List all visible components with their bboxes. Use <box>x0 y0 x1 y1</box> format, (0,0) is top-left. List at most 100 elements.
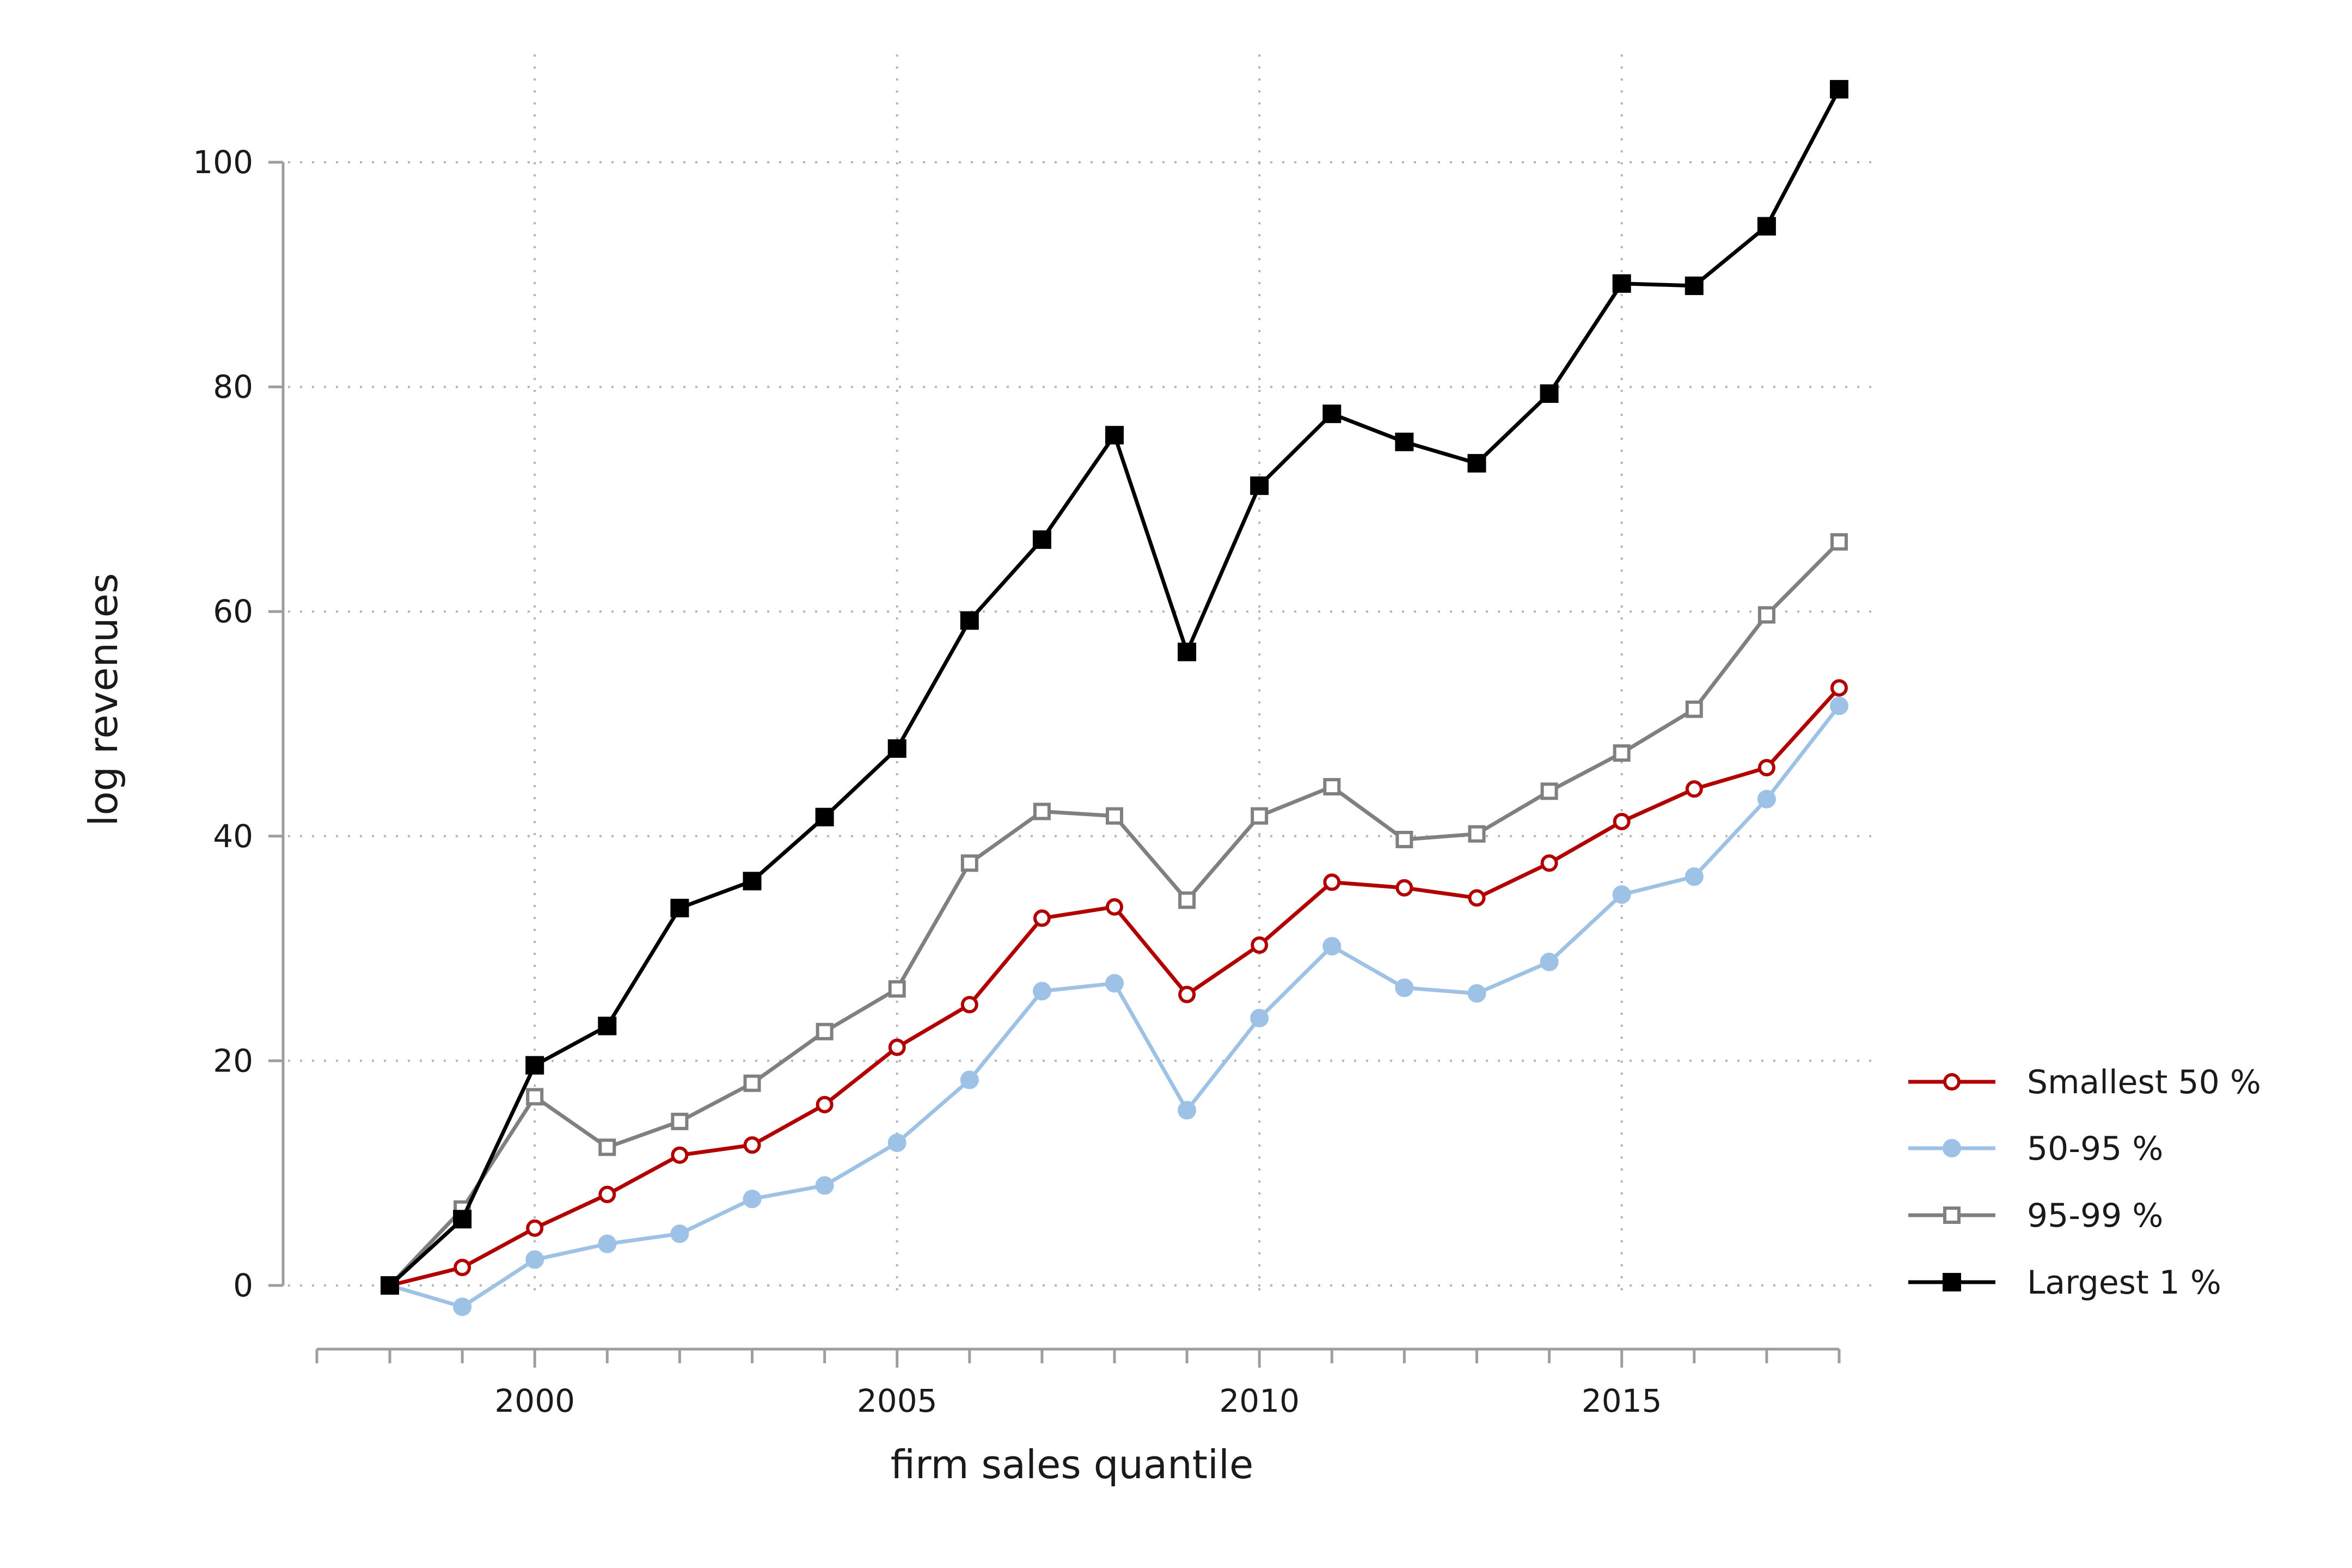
data-point <box>743 1190 762 1209</box>
data-point <box>1540 384 1559 403</box>
y-tick-label: 20 <box>213 1042 253 1079</box>
data-point <box>960 1070 979 1089</box>
data-point <box>1250 476 1269 495</box>
y-tick-label: 0 <box>233 1267 253 1304</box>
data-point <box>1106 807 1123 825</box>
data-point <box>816 1022 834 1040</box>
data-point <box>454 1258 471 1276</box>
data-point <box>1612 274 1631 293</box>
x-tick-label: 2010 <box>1219 1382 1300 1419</box>
data-point <box>1105 426 1124 445</box>
data-point <box>1323 873 1341 891</box>
data-point <box>960 611 979 630</box>
data-point <box>1395 432 1414 451</box>
legend-item: Smallest 50 % <box>1908 1063 2261 1101</box>
data-point <box>1178 1101 1197 1120</box>
data-point <box>1251 807 1269 825</box>
y-tick-label: 100 <box>193 144 253 181</box>
data-point <box>453 1297 472 1316</box>
data-point <box>1468 889 1486 907</box>
data-point <box>1322 936 1342 955</box>
data-point <box>887 1133 906 1152</box>
data-point <box>670 898 689 917</box>
data-point <box>1757 217 1776 236</box>
data-point <box>888 1038 906 1056</box>
data-point <box>1032 982 1051 1001</box>
data-point <box>1178 985 1196 1003</box>
data-point <box>1540 952 1559 971</box>
legend-item: 50-95 % <box>1908 1130 2163 1168</box>
data-point <box>1612 885 1631 904</box>
series-3 <box>381 79 1848 1295</box>
x-axis-title: firm sales quantile <box>891 1442 1254 1487</box>
y-tick-label: 40 <box>213 818 253 855</box>
data-point <box>1105 974 1124 993</box>
data-point <box>670 1224 689 1244</box>
data-point <box>381 1276 399 1295</box>
data-point <box>598 1234 617 1253</box>
data-point <box>526 1219 544 1237</box>
data-series <box>381 79 1848 1316</box>
legend-label: 95-99 % <box>2027 1197 2163 1235</box>
data-point <box>960 996 978 1014</box>
y-tick-label: 80 <box>213 369 253 406</box>
legend-label: Smallest 50 % <box>2027 1063 2261 1101</box>
data-point <box>453 1210 472 1229</box>
data-point <box>1685 700 1703 718</box>
legend: Smallest 50 % 50-95 % 95-99 % Largest 1 % <box>1908 1063 2261 1302</box>
data-point <box>1395 830 1413 848</box>
data-point <box>1178 891 1196 909</box>
data-point <box>526 1088 544 1106</box>
data-point <box>1467 454 1486 473</box>
series-line <box>388 87 1841 1288</box>
data-point <box>815 1176 834 1195</box>
data-point <box>1033 803 1051 820</box>
data-point <box>815 807 834 826</box>
data-point <box>1685 780 1703 798</box>
data-point <box>960 854 978 872</box>
data-point <box>1323 778 1341 796</box>
data-point <box>1757 758 1775 776</box>
data-point <box>525 1250 544 1269</box>
data-point <box>1395 978 1414 997</box>
data-point <box>1467 984 1486 1003</box>
x-tick-label: 2005 <box>857 1382 938 1419</box>
legend-label: 50-95 % <box>2027 1130 2163 1168</box>
data-point <box>598 1016 617 1036</box>
legend-item: Largest 1 % <box>1908 1264 2221 1302</box>
data-point <box>816 1095 834 1113</box>
legend-label: Largest 1 % <box>2027 1264 2221 1302</box>
series-2 <box>381 533 1848 1294</box>
legend-marker <box>1943 1073 1961 1091</box>
data-point <box>1178 642 1197 661</box>
data-point <box>598 1138 616 1156</box>
grid-lines <box>288 54 1876 1296</box>
data-point <box>1757 789 1776 808</box>
data-point <box>888 980 906 998</box>
series-0 <box>381 679 1848 1294</box>
data-point <box>743 872 762 891</box>
data-point <box>1757 606 1775 624</box>
axes: 0 20 40 60 80 100 2000 2005 2010 2015 <box>193 144 1841 1419</box>
data-point <box>598 1185 616 1203</box>
legend-marker <box>1943 1273 1961 1291</box>
data-point <box>1685 276 1704 295</box>
data-point <box>1830 679 1848 697</box>
data-point <box>1106 898 1123 916</box>
series-1 <box>381 696 1848 1316</box>
x-tick-label: 2015 <box>1582 1382 1662 1419</box>
data-point <box>1250 1009 1269 1028</box>
data-point <box>1540 854 1558 872</box>
data-point <box>1830 696 1848 715</box>
data-point <box>1613 812 1631 830</box>
data-point <box>743 1074 761 1092</box>
data-point <box>743 1136 761 1154</box>
legend-item: 95-99 % <box>1908 1197 2163 1235</box>
legend-marker <box>1943 1206 1961 1224</box>
y-axis-title: log revenues <box>81 573 126 826</box>
data-point <box>1540 782 1558 800</box>
y-tick-label: 60 <box>213 593 253 630</box>
data-point <box>1613 744 1631 762</box>
data-point <box>887 739 906 758</box>
